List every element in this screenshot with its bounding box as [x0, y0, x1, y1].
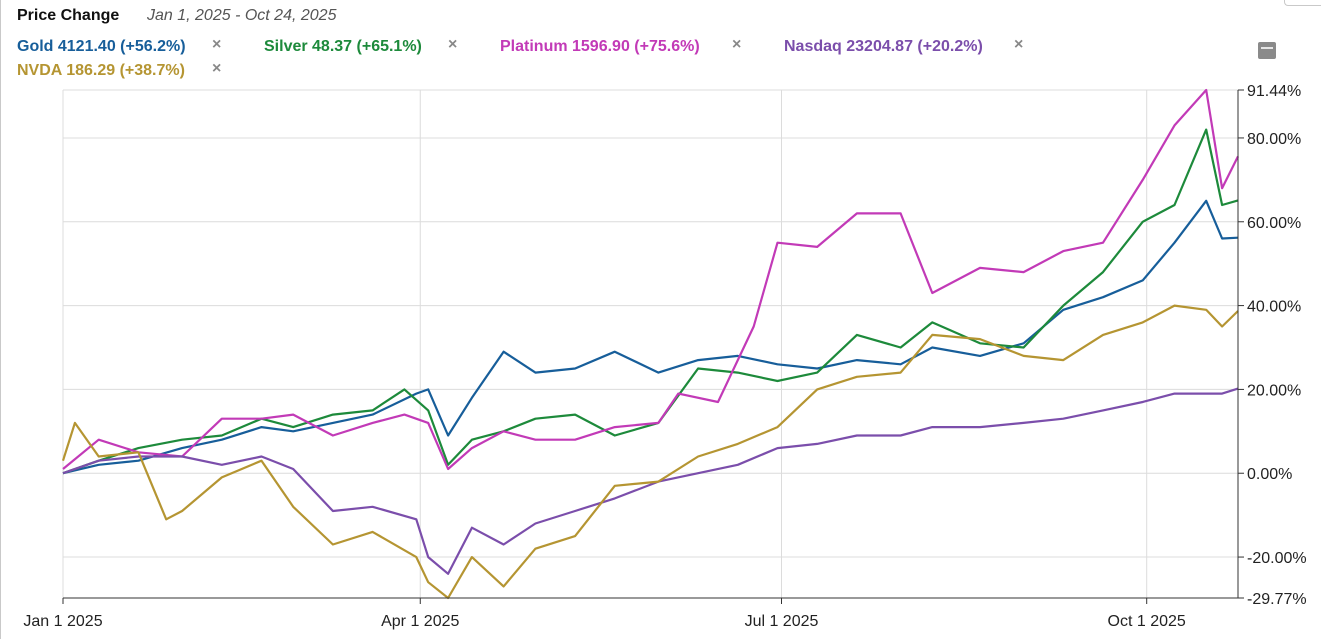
series-layer: [61, 88, 1239, 600]
x-tick-label: Oct 1 2025: [1108, 613, 1186, 630]
x-tick-label: Jan 1 2025: [23, 613, 102, 630]
legend-nasdaq: Nasdaq 23204.87 (+20.2%): [784, 38, 983, 55]
remove-gold-icon[interactable]: ×: [212, 36, 222, 53]
y-tick-label: 40.00%: [1247, 299, 1301, 316]
left-frame-border: [0, 0, 1, 639]
chart-title: Price Change: [17, 7, 120, 24]
x-tick-label: Jul 1 2025: [745, 613, 819, 630]
series-line-silver: [62, 128, 1239, 475]
chart-menu-icon[interactable]: [1258, 42, 1276, 59]
y-tick-label: 91.44%: [1247, 83, 1301, 100]
series-line-nasdaq: [62, 387, 1239, 575]
x-tick-label: Apr 1 2025: [381, 613, 459, 630]
remove-platinum-icon[interactable]: ×: [732, 36, 742, 53]
grid-layer: [62, 89, 1238, 598]
legend-nvda: NVDA 186.29 (+38.7%): [17, 62, 185, 79]
legend-platinum: Platinum 1596.90 (+75.6%): [500, 38, 700, 55]
y-tick-label: -29.77%: [1247, 591, 1307, 608]
series-line-gold: [62, 199, 1239, 475]
remove-nasdaq-icon[interactable]: ×: [1014, 36, 1024, 53]
y-tick-label: 60.00%: [1247, 215, 1301, 232]
remove-silver-icon[interactable]: ×: [448, 36, 458, 53]
y-tick-label: 80.00%: [1247, 131, 1301, 148]
legend-silver: Silver 48.37 (+65.1%): [264, 38, 422, 55]
y-tick-label: 0.00%: [1247, 466, 1292, 483]
y-tick-label: -20.00%: [1247, 550, 1307, 567]
remove-nvda-icon[interactable]: ×: [212, 60, 222, 77]
top-right-frame-corner: [1284, 0, 1321, 6]
series-line-platinum: [62, 88, 1239, 471]
y-tick-label: 20.00%: [1247, 382, 1301, 399]
legend-gold: Gold 4121.40 (+56.2%): [17, 38, 186, 55]
series-line-nvda: [61, 304, 1239, 600]
axis-layer: 91.44% 80.00% 60.00% 40.00% 20.00% 0.00% -20.0…: [23, 83, 1306, 630]
date-range: Jan 1, 2025 - Oct 24, 2025: [147, 7, 337, 24]
